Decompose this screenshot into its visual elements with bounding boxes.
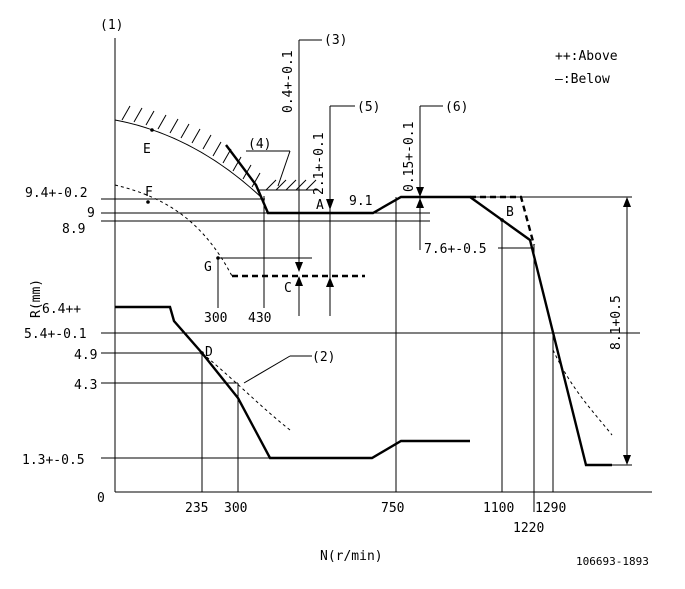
boundary-curve-e	[114, 119, 263, 199]
dim-5-arrow-bottom	[326, 277, 334, 287]
dim-3-arrow	[295, 262, 303, 272]
label-9.1: 9.1	[349, 194, 372, 209]
hatch-marks	[121, 105, 261, 188]
callout-4: (4)	[248, 137, 271, 152]
point-d-marker	[200, 351, 204, 355]
y-tick-9: 9	[87, 206, 95, 221]
y-axis-marker: (1)	[100, 18, 123, 33]
drawing-number: 106693-1893	[576, 555, 649, 568]
dim-8.1-arrow-top	[623, 197, 631, 207]
x-tick-1290: 1290	[535, 501, 566, 516]
x-tick-1220: 1220	[513, 521, 544, 536]
y-tick-9.4: 9.4+-0.2	[25, 186, 88, 201]
callout-3: (3)	[324, 33, 347, 48]
label-300-g: 300	[204, 311, 227, 326]
point-a-label: A	[316, 198, 324, 213]
point-g-label: G	[204, 260, 212, 275]
callout-2: (2)	[312, 350, 335, 365]
point-d-label: D	[205, 345, 213, 360]
dashed-tail-right	[552, 349, 613, 436]
x-tick-235: 235	[185, 501, 208, 516]
point-f-marker	[146, 200, 150, 204]
point-c-label: C	[284, 281, 292, 296]
callout-2-leader	[243, 355, 291, 384]
value-7.6: 7.6+-0.5	[424, 242, 487, 257]
y-tick-4.3: 4.3	[74, 378, 97, 393]
point-e-label: E	[143, 142, 151, 157]
value-5: 2.1+-0.1	[312, 132, 327, 195]
x-axis-title: N(r/min)	[320, 549, 383, 564]
label-430: 430	[248, 311, 271, 326]
point-e-marker	[150, 128, 154, 132]
tolerance-line-b	[470, 195, 536, 246]
dashed-curve-2	[201, 352, 291, 431]
dim-8.1-arrow-bottom	[623, 455, 631, 465]
dashed-curve-f-g	[114, 184, 233, 277]
point-f-label: F	[145, 185, 153, 200]
legend-above: ++:Above	[555, 49, 618, 64]
dim-3-lower-arrow	[295, 276, 303, 286]
y-tick-6.4: 6.4++	[42, 302, 81, 317]
torque-curve	[115, 305, 470, 460]
value-6: 0.15+-0.1	[402, 122, 417, 192]
x-tick-300: 300	[224, 501, 247, 516]
dim-6-arrow-bottom	[416, 198, 424, 208]
dim-5-arrow-top	[326, 199, 334, 210]
full-load-curve	[225, 144, 612, 467]
legend-below: —:Below	[555, 72, 610, 87]
y-axis-title: R(mm)	[29, 279, 44, 318]
y-tick-8.9: 8.9	[62, 222, 85, 237]
x-tick-750: 750	[381, 501, 404, 516]
y-tick-5.4: 5.4+-0.1	[24, 327, 87, 342]
value-3: 0.4+-0.1	[281, 50, 296, 113]
dim-6-arrow-top	[416, 187, 424, 197]
stop-hatch-4	[265, 179, 317, 191]
y-tick-1.3: 1.3+-0.5	[22, 453, 85, 468]
point-b-marker	[500, 218, 504, 222]
callout-5: (5)	[357, 100, 380, 115]
point-b-label: B	[506, 205, 514, 220]
value-8.1: 8.1+0.5	[609, 295, 624, 350]
x-tick-1100: 1100	[483, 501, 514, 516]
callout-6: (6)	[445, 100, 468, 115]
origin-label: 0	[97, 491, 105, 506]
y-tick-4.9: 4.9	[74, 348, 97, 363]
callout-4-pointer	[277, 150, 291, 187]
